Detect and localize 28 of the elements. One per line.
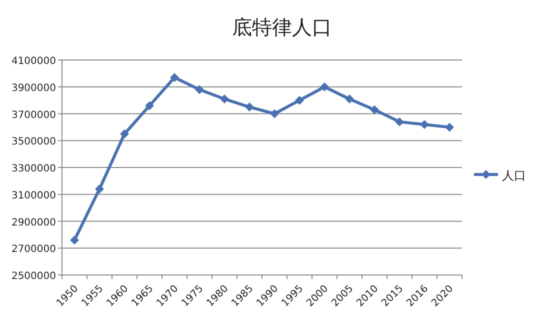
point: [145, 101, 154, 110]
y-tick-label: 4100000: [11, 56, 56, 67]
point: [195, 85, 204, 94]
point: [370, 105, 379, 114]
point: [395, 117, 404, 126]
y-tick-label: 3300000: [11, 164, 56, 174]
point: [120, 129, 129, 138]
point: [295, 96, 304, 105]
point: [320, 82, 329, 92]
legend-label: 人口: [502, 168, 526, 182]
y-tick-label: 3500000: [11, 136, 56, 148]
point: [95, 184, 104, 194]
point: [420, 120, 429, 129]
y-tick-label: 2500000: [11, 271, 56, 282]
y-tick-label: 3900000: [11, 82, 56, 94]
y-tick-label: 2900000: [11, 217, 56, 228]
point: [220, 94, 229, 104]
legend: 人口: [474, 168, 526, 182]
y-tick-label: 2700000: [11, 244, 56, 256]
y-tick-label: 3700000: [11, 110, 56, 121]
chart-title: 底特律人口: [232, 15, 332, 39]
point: [345, 94, 354, 104]
y-tick-label: 3100000: [11, 190, 56, 202]
point: [245, 102, 254, 112]
point: [170, 72, 179, 82]
point: [445, 122, 454, 132]
point: [270, 109, 279, 118]
point: [70, 236, 79, 245]
